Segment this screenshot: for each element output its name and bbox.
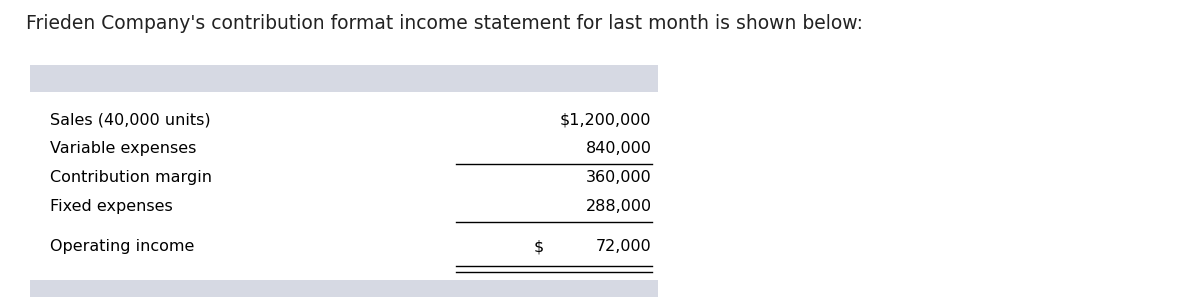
Text: 288,000: 288,000 [586,198,652,214]
Text: 840,000: 840,000 [586,141,652,156]
Text: 360,000: 360,000 [586,170,652,185]
Bar [30,65,658,92]
Text: Fixed expenses: Fixed expenses [50,198,173,214]
Text: $: $ [534,239,545,255]
Text: Operating income: Operating income [50,239,194,255]
Bar [30,280,658,297]
Text: 72,000: 72,000 [596,239,652,255]
Text: Frieden Company's contribution format income statement for last month is shown b: Frieden Company's contribution format in… [26,14,864,33]
Text: Contribution margin: Contribution margin [50,170,212,185]
Text: Variable expenses: Variable expenses [50,141,197,156]
Text: $1,200,000: $1,200,000 [560,112,652,127]
Text: Sales (40,000 units): Sales (40,000 units) [50,112,211,127]
